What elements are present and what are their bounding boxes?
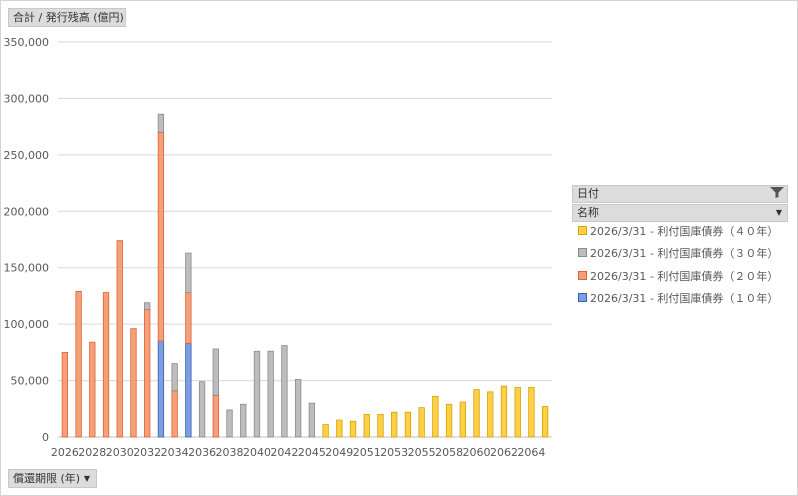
axis-field-label: 償還期限 (年) [13,472,81,485]
bar-segment[interactable] [61,351,69,438]
bar-segment[interactable] [157,340,165,438]
x-tick-label: 2038 [216,446,244,459]
legend-item-label: 2026/3/31 - 利付国庫債券（３０年） [590,247,779,260]
legend-item-label: 2026/3/31 - 利付国庫債券（２０年） [590,270,779,283]
gridlines [58,41,552,438]
x-tick-label: 2032 [133,446,161,459]
y-tick-label: 150,000 [4,262,50,275]
y-tick-label: 300,000 [4,92,50,105]
x-tick-label: 2062 [490,446,518,459]
x-tick-label: 2060 [463,446,491,459]
x-tick-label: 2064 [517,446,545,459]
x-tick-label: 2053 [380,446,408,459]
x-tick-label: 2045 [298,446,326,459]
bar-segment[interactable] [75,291,82,438]
y-tick-label: 200,000 [4,205,50,218]
bar-segment[interactable] [185,342,192,438]
x-tick-label: 2034 [161,446,189,459]
legend-item-label: 2026/3/31 - 利付国庫債券（１０年） [590,292,779,305]
bar-segment[interactable] [500,385,508,438]
bar-segment[interactable] [171,363,178,392]
y-tick-label: 100,000 [4,318,50,331]
legend-item-30y: 2026/3/31 - 利付国庫債券（３０年） [578,246,778,262]
bar-segment[interactable] [418,407,425,438]
bar-segment[interactable] [130,328,137,438]
x-tick-label: 2030 [106,446,134,459]
y-tick-label: 50,000 [11,375,50,388]
bar-segment[interactable] [473,389,480,438]
legend-item-label: 2026/3/31 - 利付国庫債券（４０年） [590,225,779,238]
legend-name-filter[interactable]: 名称 ▼ [572,204,788,222]
bar-segment[interactable] [226,409,233,438]
legend-swatch [578,226,587,235]
value-field-button[interactable]: 合計 / 発行残高 (億円) [8,8,126,27]
bar-segment[interactable] [185,292,192,344]
dropdown-arrow-icon: ▼ [775,208,782,217]
x-axis-ticks: 2026 2028 2030 2032 2034 2036 2038 2040 2042 2045… [51,446,546,459]
bar-segment[interactable] [198,381,206,438]
bar-segment[interactable] [514,386,521,438]
x-tick-label: 2028 [78,446,106,459]
x-tick-label: 2036 [188,446,216,459]
legend-name-label: 名称 [577,206,599,219]
bar-segment[interactable] [157,113,165,133]
bar-segment[interactable] [281,345,288,438]
bar-segment[interactable] [89,341,96,438]
bar-segment[interactable] [144,302,151,310]
x-tick-label: 2051 [353,446,381,459]
x-tick-label: 2049 [325,446,353,459]
bar-segment[interactable] [391,411,398,438]
legend-item-10y: 2026/3/31 - 利付国庫債券（１０年） [578,291,778,307]
bar-segment[interactable] [267,350,274,438]
bar-segment[interactable] [363,414,370,438]
legend-date-filter[interactable]: 日付 [572,185,788,203]
bar-segment[interactable] [349,420,357,438]
bar-segment[interactable] [541,406,549,438]
bar-segment[interactable] [377,414,384,438]
x-tick-label: 2055 [408,446,436,459]
x-tick-label: 2058 [435,446,463,459]
bar-segment[interactable] [432,395,439,438]
dropdown-arrow-icon: ▼ [83,474,90,483]
bar-segment[interactable] [528,386,535,438]
legend-swatch [578,293,587,302]
legend-swatch [578,271,587,280]
bar-segment[interactable] [171,390,178,438]
bar-segment[interactable] [322,424,329,438]
bars [61,113,549,438]
bar-segment[interactable] [445,403,453,438]
y-tick-label: 350,000 [4,36,50,49]
bar-segment[interactable] [404,411,412,438]
bar-segment[interactable] [294,379,302,438]
legend-swatch [578,248,587,257]
x-tick-label: 2026 [51,446,79,459]
y-tick-label: 0 [42,431,49,444]
filter-icon [770,186,784,202]
bar-segment[interactable] [185,252,192,293]
bar-segment[interactable] [102,292,110,438]
bar-segment[interactable] [116,240,123,438]
bar-segment[interactable] [212,348,219,396]
bar-segment[interactable] [253,350,261,438]
bar-segment[interactable] [487,391,494,438]
bar-segment[interactable] [336,419,343,438]
x-tick-label: 2042 [270,446,298,459]
legend-item-40y: 2026/3/31 - 利付国庫債券（４０年） [578,224,778,240]
bar-segment[interactable] [240,403,247,438]
legend-date-label: 日付 [577,187,599,200]
x-tick-label: 2040 [243,446,271,459]
bar-segment[interactable] [144,309,151,438]
y-axis-ticks: 0 50,000 100,000 150,000 200,000 250,000 300,0… [4,36,50,444]
legend-item-20y: 2026/3/31 - 利付国庫債券（２０年） [578,269,778,285]
bar-segment[interactable] [308,402,316,438]
axis-field-button[interactable]: 償還期限 (年) ▼ [8,469,97,488]
bar-segment[interactable] [459,401,466,438]
bar-segment[interactable] [212,394,219,438]
value-field-label: 合計 / 発行残高 (億円) [13,11,124,24]
bar-segment[interactable] [157,131,165,342]
y-tick-label: 250,000 [4,149,50,162]
